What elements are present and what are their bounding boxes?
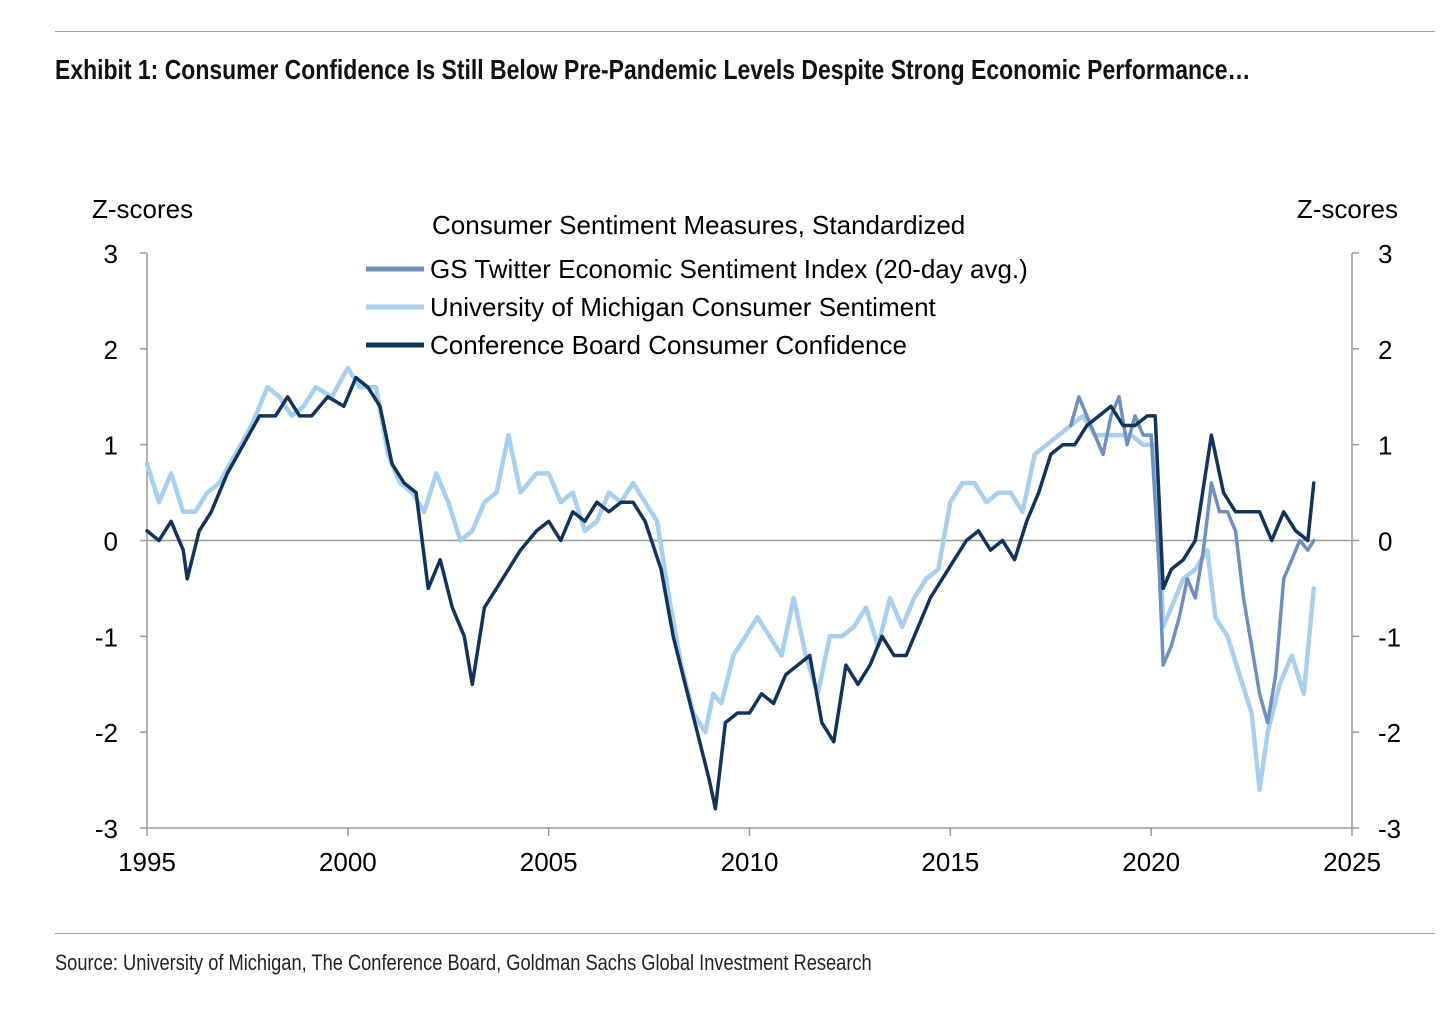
bottom-rule bbox=[55, 933, 1435, 934]
y-tick-label-right: -3 bbox=[1378, 814, 1401, 844]
y-tick-label-right: 0 bbox=[1378, 527, 1392, 557]
y-tick-label-left: -1 bbox=[95, 622, 118, 652]
y-tick-label-right: -2 bbox=[1378, 718, 1401, 748]
y-axis-label-right: Z-scores bbox=[1297, 194, 1398, 224]
y-axis-label-left: Z-scores bbox=[92, 194, 193, 224]
chart-title: Consumer Sentiment Measures, Standardize… bbox=[432, 210, 965, 240]
x-tick-label: 2015 bbox=[921, 847, 979, 877]
michigan-series-line bbox=[144, 365, 1317, 792]
y-tick-label-right: 3 bbox=[1378, 239, 1392, 269]
x-tick-label: 2000 bbox=[319, 847, 377, 877]
y-tick-label-left: -3 bbox=[95, 814, 118, 844]
x-tick-label: 2025 bbox=[1323, 847, 1381, 877]
legend-item-conference-board-label: Conference Board Consumer Confidence bbox=[430, 330, 907, 360]
x-tick-label: 2005 bbox=[520, 847, 578, 877]
exhibit-title: Exhibit 1: Consumer Confidence Is Still … bbox=[55, 54, 1251, 85]
y-tick-label-right: 1 bbox=[1378, 431, 1392, 461]
gs-twitter-series-line bbox=[1069, 395, 1316, 725]
top-rule bbox=[55, 31, 1435, 32]
y-tick-label-left: -2 bbox=[95, 718, 118, 748]
y-tick-label-left: 0 bbox=[104, 527, 118, 557]
series-layer bbox=[144, 365, 1317, 811]
legend-item-gs-twitter-label: GS Twitter Economic Sentiment Index (20-… bbox=[430, 254, 1028, 284]
x-tick-label: 2010 bbox=[721, 847, 779, 877]
conference-board-series-line bbox=[145, 375, 1316, 811]
y-tick-label-left: 3 bbox=[104, 239, 118, 269]
y-tick-label-right: 2 bbox=[1378, 335, 1392, 365]
source-note: Source: University of Michigan, The Conf… bbox=[55, 950, 872, 975]
legend: Consumer Sentiment Measures, Standardize… bbox=[366, 210, 1028, 360]
legend-item-michigan-label: University of Michigan Consumer Sentimen… bbox=[430, 292, 937, 322]
y-tick-label-left: 1 bbox=[104, 431, 118, 461]
x-tick-label: 1995 bbox=[118, 847, 176, 877]
y-tick-label-left: 2 bbox=[104, 335, 118, 365]
axes-layer: -3 -3 -2 -2 -1 -1 0 0 1 1 2 2 3 3 1995 2000 2005 2010 2015… bbox=[92, 194, 1401, 877]
y-tick-label-right: -1 bbox=[1378, 622, 1401, 652]
x-tick-label: 2020 bbox=[1122, 847, 1180, 877]
